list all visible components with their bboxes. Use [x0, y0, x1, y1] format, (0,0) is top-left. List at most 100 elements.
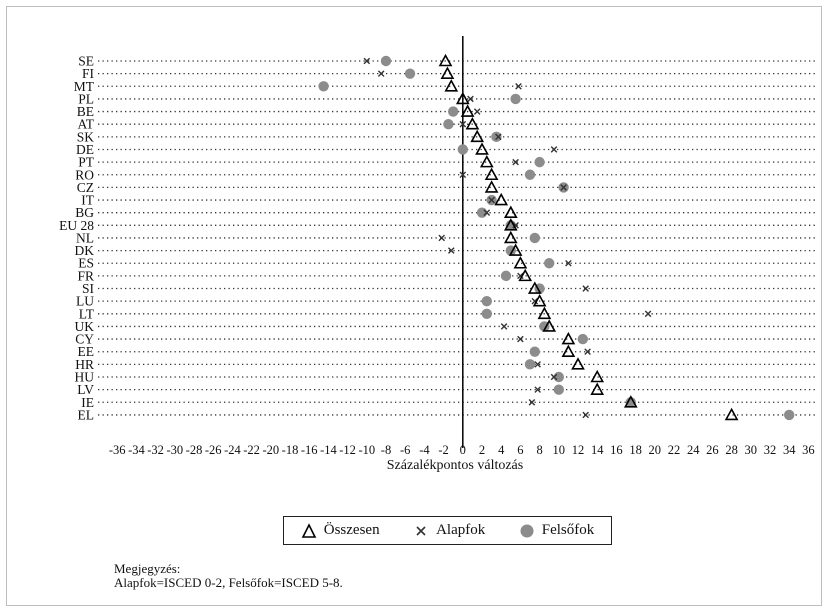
category-label: RO	[75, 167, 94, 182]
legend-item-osszesen: Összesen	[301, 522, 380, 539]
alapfok-point	[528, 398, 536, 406]
legend-label: Alapfok	[436, 522, 486, 538]
alapfok-point	[377, 70, 385, 77]
x-tick-label: 36	[802, 443, 815, 457]
felsofok-point	[404, 68, 416, 79]
osszesen-point	[475, 142, 489, 155]
osszesen-point	[438, 53, 453, 67]
legend-label: Összesen	[323, 522, 380, 538]
data-markers	[318, 53, 795, 421]
alapfok-point	[488, 196, 495, 204]
triangle-icon	[301, 522, 317, 538]
category-label: IE	[81, 395, 94, 410]
category-label: LV	[77, 382, 94, 397]
x-tick-label: 0	[460, 443, 466, 457]
alapfok-point	[582, 411, 589, 419]
x-tick-label: -22	[243, 443, 260, 457]
osszesen-point	[561, 344, 576, 358]
osszesen-point	[724, 407, 739, 421]
category-label: FI	[82, 66, 95, 81]
felsofok-point	[380, 55, 392, 67]
felsofok-point	[553, 371, 564, 383]
x-tick-label: 14	[591, 443, 604, 457]
x-tick-label: -4	[419, 443, 430, 457]
osszesen-point	[590, 382, 605, 395]
felsofok-point	[625, 397, 636, 408]
x-tick-label: 28	[725, 443, 738, 457]
alapfok-point	[584, 348, 591, 356]
category-label: PL	[78, 91, 94, 106]
felsofok-point	[481, 295, 492, 307]
category-label: DK	[75, 243, 95, 258]
x-axis-title: Százalékpontos változás	[387, 458, 523, 473]
alapfok-point	[473, 108, 481, 115]
x-tick-label: -32	[147, 443, 164, 457]
x-tick-label: -14	[320, 443, 337, 457]
felsofok-point	[318, 81, 329, 92]
osszesen-point	[590, 369, 605, 383]
osszesen-point	[455, 91, 470, 105]
category-label: EU 28	[59, 218, 94, 233]
alapfok-point	[582, 285, 589, 292]
x-tick-label: -16	[301, 443, 318, 457]
osszesen-point	[508, 243, 523, 256]
alapfok-point	[438, 234, 445, 242]
category-label: BG	[75, 205, 94, 220]
x-tick-label: -24	[224, 443, 241, 457]
alapfok-point	[495, 133, 502, 141]
category-label: HU	[75, 370, 95, 385]
alapfok-point	[565, 259, 572, 267]
alapfok-point	[467, 95, 474, 103]
x-tick-label: -2	[438, 443, 448, 457]
category-label: CY	[75, 332, 94, 347]
footnote: Megjegyzés: Alapfok=ISCED 0-2, Felsőfok=…	[114, 562, 343, 590]
felsofok-point	[457, 144, 468, 155]
x-tick-label: 34	[783, 443, 796, 457]
category-label: UK	[75, 319, 95, 334]
osszesen-point	[527, 281, 542, 294]
grid-lines	[98, 60, 818, 416]
alapfok-point	[459, 171, 467, 179]
alapfok-point	[363, 57, 371, 65]
x-tick-label: -20	[262, 443, 279, 457]
osszesen-point	[503, 230, 518, 244]
category-label: ES	[78, 256, 94, 271]
osszesen-point	[537, 306, 552, 320]
x-tick-label: -36	[109, 443, 126, 457]
felsofok-point	[500, 270, 512, 282]
felsofok-point	[784, 409, 795, 421]
x-tick-label: -12	[339, 443, 356, 457]
category-label: DE	[76, 142, 94, 157]
category-label: MT	[74, 79, 95, 94]
x-tick-label: 6	[517, 443, 523, 457]
category-label: NL	[76, 230, 94, 245]
category-label: HR	[75, 357, 94, 372]
x-tick-label: -10	[358, 443, 375, 457]
osszesen-point	[542, 319, 557, 332]
alapfok-point	[644, 310, 652, 318]
felsofok-point	[510, 93, 521, 105]
felsofok-point	[481, 308, 492, 319]
legend-label: Felsőfok	[541, 522, 595, 538]
category-label: EE	[78, 344, 95, 359]
alapfok-point	[534, 386, 541, 393]
x-tick-label: 10	[553, 443, 566, 457]
alapfok-point	[512, 222, 519, 229]
alapfok-point	[531, 297, 539, 305]
x-tick-label: 22	[668, 443, 681, 457]
felsofok-point	[443, 119, 454, 130]
alapfok-point	[483, 209, 491, 216]
osszesen-point	[470, 129, 485, 143]
osszesen-point	[571, 357, 585, 370]
osszesen-point	[494, 192, 509, 206]
alapfok-point	[560, 184, 567, 191]
x-tick-label: 2	[479, 443, 485, 457]
category-label: BE	[77, 104, 94, 119]
alapfok-point	[512, 158, 519, 166]
alapfok-point	[550, 373, 558, 381]
osszesen-point	[503, 218, 518, 231]
alapfok-point	[500, 323, 508, 330]
osszesen-point	[518, 268, 533, 282]
category-label: PT	[78, 155, 95, 170]
